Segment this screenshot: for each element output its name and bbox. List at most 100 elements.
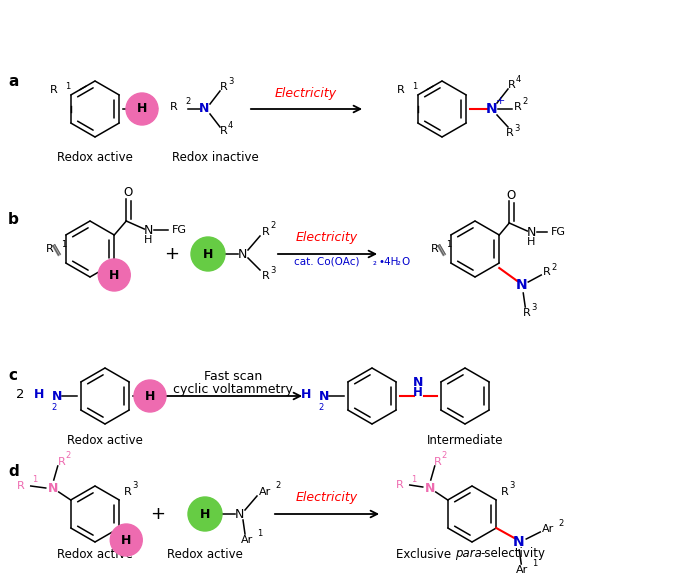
Text: Ar: Ar [543,524,554,534]
Text: Electricity: Electricity [296,491,358,503]
Text: 1: 1 [411,474,416,484]
Circle shape [98,259,130,291]
Text: R: R [17,481,25,491]
Text: O: O [123,186,133,200]
Text: H: H [109,269,119,281]
Text: 3: 3 [509,481,514,491]
Text: Ar: Ar [241,535,253,545]
Text: Electricity: Electricity [296,231,358,244]
Circle shape [191,237,225,271]
Text: -selectivity: -selectivity [480,548,545,561]
Text: +: + [151,505,166,523]
Text: 3: 3 [270,266,275,274]
Text: O: O [401,257,409,267]
Text: b: b [8,212,19,227]
Text: Electricity: Electricity [275,86,337,99]
Text: ₂: ₂ [373,257,377,267]
Text: 2: 2 [558,519,564,527]
Text: N: N [199,103,209,116]
Text: 3: 3 [532,303,536,311]
Text: R: R [171,102,178,112]
Text: cat. Co(OAc): cat. Co(OAc) [295,257,360,267]
Text: H: H [121,534,132,547]
Text: +: + [145,100,160,118]
Text: +: + [164,245,179,263]
Text: •4H: •4H [378,257,399,267]
Text: 2: 2 [551,262,556,272]
Text: 3: 3 [514,123,519,133]
Text: +: + [495,96,505,106]
Text: R: R [46,244,53,254]
Text: Fast scan: Fast scan [204,370,262,383]
Text: R: R [124,487,132,497]
Text: R: R [431,244,439,254]
Text: N: N [47,481,58,495]
Text: cyclic voltammetry: cyclic voltammetry [173,384,293,397]
Text: N: N [319,390,329,402]
Text: 1: 1 [65,82,70,91]
Text: H: H [527,237,536,247]
Text: N: N [234,507,244,520]
Text: c: c [8,368,17,383]
Text: N: N [486,102,498,116]
Text: N: N [512,535,524,549]
Text: d: d [8,464,18,479]
Circle shape [126,93,158,125]
Circle shape [110,524,142,556]
Text: 2: 2 [185,98,190,106]
Text: H: H [145,390,155,402]
Text: 2: 2 [51,403,56,412]
Text: 1: 1 [257,530,262,538]
Text: Ar: Ar [259,487,271,497]
Text: O: O [507,189,516,201]
Text: H: H [301,388,311,401]
Text: Redox active: Redox active [167,548,243,561]
Text: 2: 2 [318,403,323,412]
Text: 2: 2 [442,451,447,461]
Text: 1: 1 [32,475,37,485]
Text: R: R [396,480,403,490]
Text: ‖: ‖ [435,242,447,256]
Text: 2: 2 [66,451,71,461]
Text: H: H [200,507,210,520]
Text: H: H [137,103,147,116]
Circle shape [188,497,222,531]
Text: H: H [203,248,213,260]
Text: para: para [455,548,482,561]
Text: 3: 3 [132,481,138,491]
Text: R: R [58,457,66,467]
Text: R: R [220,82,227,92]
Text: R: R [50,85,58,95]
Text: Intermediate: Intermediate [427,433,503,447]
Text: 4: 4 [228,120,234,130]
Text: FG: FG [551,227,566,237]
Text: R: R [514,102,522,112]
Text: R: R [262,271,270,281]
Text: N: N [527,225,536,238]
Text: N: N [425,481,435,495]
Text: ‖: ‖ [50,242,62,256]
Text: Redox active: Redox active [67,433,143,447]
Text: R: R [501,487,509,497]
Text: R: R [543,267,551,277]
Text: FG: FG [172,225,187,235]
Text: N: N [52,390,62,402]
Text: Redox active: Redox active [57,548,133,561]
Text: 2: 2 [522,98,527,106]
Text: a: a [8,74,18,89]
Text: N: N [413,376,423,388]
Text: R: R [523,308,531,318]
Text: N: N [144,224,153,237]
Text: 1: 1 [61,239,66,249]
Text: R: R [434,457,442,467]
Text: R: R [506,128,514,138]
Text: 2: 2 [275,481,280,491]
Text: 3: 3 [228,77,234,85]
Text: H: H [34,388,44,401]
Text: 2: 2 [270,221,275,231]
Text: N: N [515,278,527,292]
Text: Redox inactive: Redox inactive [172,151,258,164]
Text: Exclusive: Exclusive [396,548,455,561]
Text: R: R [397,85,405,95]
Text: Redox active: Redox active [57,151,133,164]
